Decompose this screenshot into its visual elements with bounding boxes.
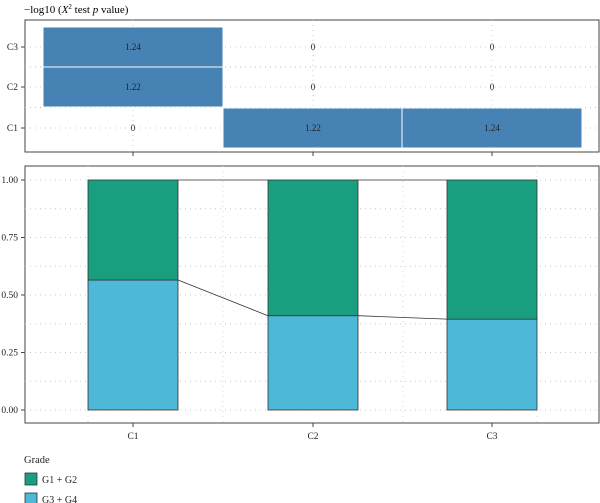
legend-title: Grade xyxy=(24,455,50,466)
heatmap-cell-label: 0 xyxy=(311,42,316,52)
y-axis-tick-label: 0.00 xyxy=(1,406,18,416)
legend: Grade G1 + G2 G3 + G4 xyxy=(24,455,77,503)
heatmap-cell-label: 0 xyxy=(131,123,136,133)
y-axis-tick-label: 0.50 xyxy=(1,291,18,301)
heatmap-cell-label: 1.24 xyxy=(125,42,141,52)
heatmap-row-label: C1 xyxy=(7,124,18,134)
flow-line xyxy=(177,279,269,317)
heatmap-title: −log10 (X2 test p value) xyxy=(24,3,129,16)
heatmap-cell-label: 0 xyxy=(490,82,495,92)
x-axis-tick-label: C2 xyxy=(307,432,318,442)
y-axis-tick-label: 1.00 xyxy=(1,176,18,186)
bar-segment-g1-g2 xyxy=(87,179,179,281)
heatmap-cell xyxy=(42,26,224,68)
x-axis-tick-label: C1 xyxy=(127,432,138,442)
heatmap-row-label: C2 xyxy=(7,83,18,93)
heatmap-frame xyxy=(24,19,600,153)
legend-label: G1 + G2 xyxy=(42,475,77,486)
bar-segment-g1-g2 xyxy=(446,179,538,320)
heatmap-cell xyxy=(401,107,583,149)
heatmap-cell-label: 1.24 xyxy=(484,123,500,133)
heatmap-cell xyxy=(42,66,224,108)
y-axis-tick-label: 0.25 xyxy=(1,349,18,359)
flow-line xyxy=(357,315,448,320)
bar-segment-g1-g2 xyxy=(267,179,359,317)
heatmap-cell-label: 1.22 xyxy=(125,82,141,92)
bar-chart-panel: 0.00 0.25 0.50 0.75 1.00 C1 C2 C3 xyxy=(1,165,600,442)
heatmap-cell-label: 1.22 xyxy=(305,123,321,133)
heatmap-cell-label: 0 xyxy=(490,42,495,52)
legend-label: G3 + G4 xyxy=(42,495,77,503)
bar-segment-g3-g4 xyxy=(267,315,359,411)
legend-swatch xyxy=(24,472,38,486)
legend-swatch xyxy=(24,492,38,503)
bar-segment-g3-g4 xyxy=(446,318,538,411)
heatmap-cell xyxy=(222,107,404,149)
bar-segment-g3-g4 xyxy=(87,279,179,411)
heatmap-cell-label: 0 xyxy=(311,82,316,92)
y-axis-tick-label: 0.75 xyxy=(1,234,18,244)
x-axis-tick-label: C3 xyxy=(486,432,497,442)
heatmap-row-label: C3 xyxy=(7,43,18,53)
heatmap-panel: 1.24 0 0 1.22 0 0 0 1.22 1.24 C3 C2 C1 xyxy=(7,19,600,156)
